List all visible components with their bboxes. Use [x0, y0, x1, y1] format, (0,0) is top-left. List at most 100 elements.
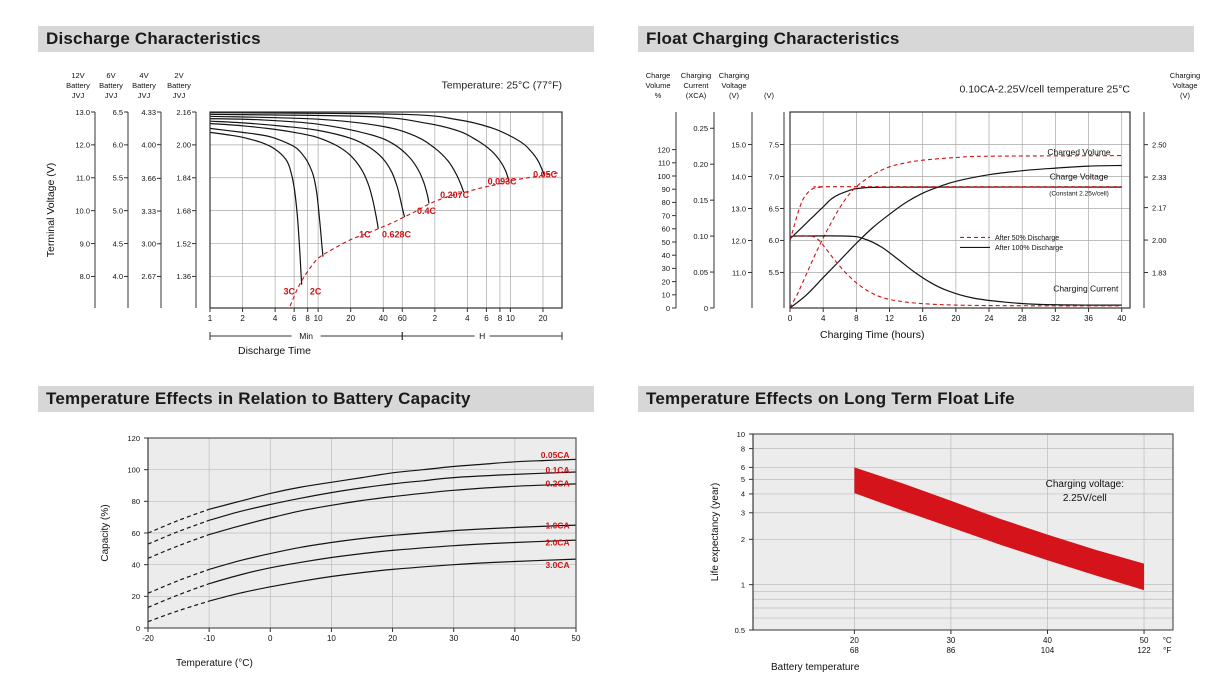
y-tick-label: 14.0 [731, 172, 746, 181]
x-tick-label: 10 [506, 314, 515, 323]
y-tick-label: 40 [132, 560, 140, 569]
x-tick-label: 12 [885, 314, 894, 323]
y-tick-label: 12.0 [731, 236, 746, 245]
series-2.0CA [208, 539, 577, 585]
x-tick-label: 40 [1043, 636, 1052, 645]
series-0.2CA [208, 483, 577, 536]
annotation: 2C [310, 286, 322, 296]
y-tick-label: 7.5 [769, 140, 779, 149]
x-tick-label: 28 [1018, 314, 1027, 323]
y-axis-column-0: 10 8 6 5 4 3 2 1 0.5 [735, 430, 754, 635]
x-tick-label: 8 [498, 314, 503, 323]
y-tick-label: 5.0 [113, 206, 123, 215]
grid [209, 111, 562, 308]
x-tick-label: 40 [379, 314, 388, 323]
y-tick-label: 1 [741, 580, 745, 589]
y-axis-header: JVJ [105, 91, 118, 100]
panel-float-life: Temperature Effects on Long Term Float L… [638, 386, 1208, 676]
y-tick-label: 20 [662, 277, 670, 286]
y-axis-header: 6V [106, 71, 115, 80]
series-3.0CA [208, 558, 577, 602]
x-tick-label: 1 [208, 314, 213, 323]
y-tick-label: 3.00 [141, 240, 156, 249]
y-tick-label: 6.5 [113, 108, 123, 117]
y-axis-header: 2V [174, 71, 183, 80]
legend: After 50% Discharge After 100% Discharge [960, 235, 1063, 252]
y-tick-label: 2.00 [1152, 236, 1167, 245]
y-axis-header: (V) [764, 91, 775, 100]
x-tick-label: 20 [951, 314, 960, 323]
y-tick-label: 8.0 [80, 272, 90, 281]
series-0.4C [209, 118, 430, 204]
y-tick-label: 5.5 [769, 268, 779, 277]
y-tick-label: 6.0 [113, 141, 123, 150]
x-tick-label: 50 [572, 634, 581, 643]
series [209, 112, 560, 307]
y-axis-header: (XCA) [686, 91, 707, 100]
y-tick-label: 100 [657, 172, 670, 181]
x-span-label: Min [299, 331, 313, 341]
y-axis-header: 4V [139, 71, 148, 80]
x-axis-label: Temperature (°C) [176, 658, 253, 669]
series-0.093C [209, 113, 510, 181]
y-axis-label: Terminal Voltage (V) [45, 163, 57, 258]
y-tick-label: 10 [662, 291, 670, 300]
annotation: Charged Volume [1047, 147, 1111, 157]
x-tick-label: 0 [788, 314, 793, 323]
series-charged-volume-after-100pct [789, 164, 1122, 309]
y-tick-label: 20 [132, 592, 140, 601]
series-3.0CA [147, 600, 210, 623]
y-axis-header: Charge [646, 71, 671, 80]
y-axis-header: Charging [719, 71, 749, 80]
y-tick-label: 4.33 [141, 108, 156, 117]
y-tick-label: 0 [704, 304, 708, 313]
y-axis-header: Battery [66, 81, 90, 90]
y-tick-label: 2.50 [1152, 140, 1167, 149]
x-axis: 0 4 8 12 16 20 24 28 32 36 40 Charging Time (hours) [788, 308, 1127, 341]
x-tick-label: 8 [305, 314, 310, 323]
battery-datasheet-page: Discharge Characteristics 1 2 4 6 8 10 20 40 60 2… [38, 26, 1208, 676]
y-tick-label: 0 [136, 624, 140, 633]
x-tick-label: 2 [433, 314, 438, 323]
y-tick-label: 60 [132, 529, 140, 538]
x-tick-label: 8 [854, 314, 859, 323]
x-tick-label: 122 [1137, 646, 1151, 655]
panel-title-discharge: Discharge Characteristics [38, 26, 594, 52]
y-tick-label: 0.5 [735, 626, 745, 635]
x-tick-label: 86 [946, 646, 955, 655]
y-tick-label: 6.0 [769, 236, 779, 245]
y-tick-label: 2 [741, 535, 745, 544]
panel-temperature-capacity: Temperature Effects in Relation to Batte… [38, 386, 608, 676]
x-axis: -20 -10 0 10 20 30 40 50 Temperature (°C) [142, 628, 581, 669]
y-tick-label: 2.16 [176, 108, 191, 117]
y-tick-label: 30 [662, 264, 670, 273]
y-axis-header: Charging [681, 71, 711, 80]
y-axis-header: Voltage [1172, 81, 1197, 90]
panel-float-charging: Float Charging Characteristics 0 4 8 12 16 20… [638, 26, 1208, 364]
x-tick-label: °F [1163, 646, 1171, 655]
y-tick-label: 4.00 [141, 140, 156, 149]
series-3C [209, 131, 303, 285]
annotation: 0.05C [533, 170, 558, 180]
x-tick-label: 0 [268, 634, 273, 643]
annotation: 0.4C [417, 206, 437, 216]
annotation: 0.1CA [545, 465, 569, 475]
series-1.0CA [147, 568, 210, 594]
series-2.0CA [147, 583, 210, 608]
y-tick-label: 0.25 [693, 124, 708, 133]
y-axis-header: (V) [1180, 91, 1191, 100]
life-expectancy-band [854, 467, 1144, 591]
x-tick-label: 104 [1041, 646, 1055, 655]
band [854, 467, 1144, 591]
x-tick-label: 36 [1084, 314, 1093, 323]
y-tick-label: 100 [127, 465, 140, 474]
y-tick-label: 80 [132, 497, 140, 506]
x-tick-label: 20 [539, 314, 548, 323]
y-tick-label: 1.68 [176, 206, 191, 215]
y-tick-label: 60 [662, 225, 670, 234]
series-discharge-cutoff-line [289, 172, 560, 307]
